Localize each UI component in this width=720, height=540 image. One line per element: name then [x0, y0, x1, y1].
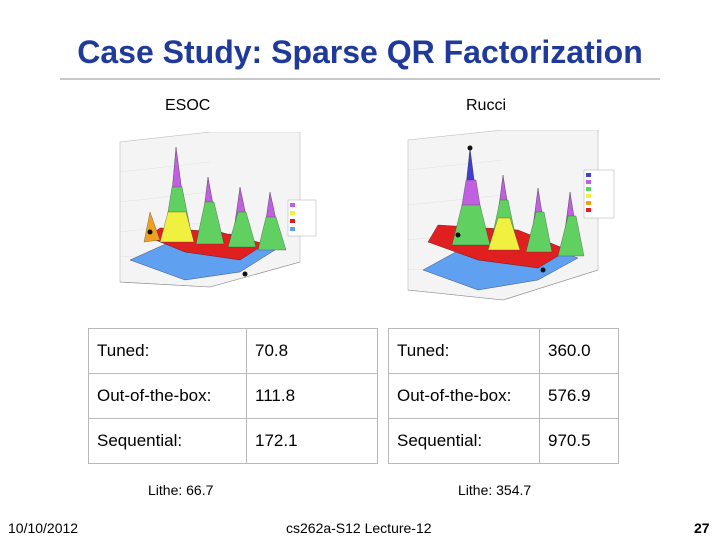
rucci-label: Rucci	[466, 97, 507, 114]
table-row: Tuned: 360.0	[388, 328, 619, 374]
row-label: Tuned:	[388, 328, 540, 374]
row-value: 970.5	[539, 418, 619, 464]
page-number: 27	[694, 520, 710, 536]
rucci-plot-image	[378, 130, 618, 310]
rucci-lithe-result: Lithe: 354.7	[458, 482, 532, 498]
esoc-3d-surface	[119, 132, 317, 288]
table-row: Sequential: 172.1	[88, 418, 378, 464]
footer-date: 10/10/2012	[8, 520, 79, 536]
table-row: Tuned: 70.8	[88, 328, 378, 374]
esoc-results-table: Tuned: 70.8 Out-of-the-box: 111.8 Sequen…	[88, 328, 378, 464]
row-label: Out-of-the-box:	[388, 373, 540, 419]
footer-course: cs262a-S12 Lecture-12	[286, 520, 432, 536]
row-value: 360.0	[539, 328, 619, 374]
rucci-3d-surface	[407, 130, 615, 301]
row-value: 172.1	[246, 418, 378, 464]
table-row: Sequential: 970.5	[388, 418, 619, 464]
row-value: 111.8	[246, 373, 378, 419]
row-label: Out-of-the-box:	[88, 373, 247, 419]
title-divider	[60, 78, 660, 80]
row-label: Sequential:	[388, 418, 540, 464]
table-row: Out-of-the-box: 576.9	[388, 373, 619, 419]
table-row: Out-of-the-box: 111.8	[88, 373, 378, 419]
slide-title: Case Study: Sparse QR Factorization	[77, 34, 643, 70]
esoc-plot-image	[90, 132, 320, 300]
esoc-lithe-result: Lithe: 66.7	[148, 482, 214, 498]
row-value: 70.8	[246, 328, 378, 374]
row-label: Sequential:	[88, 418, 247, 464]
rucci-results-table: Tuned: 360.0 Out-of-the-box: 576.9 Seque…	[388, 328, 619, 464]
row-value: 576.9	[539, 373, 619, 419]
row-label: Tuned:	[88, 328, 247, 374]
esoc-label: ESOC	[165, 97, 211, 114]
